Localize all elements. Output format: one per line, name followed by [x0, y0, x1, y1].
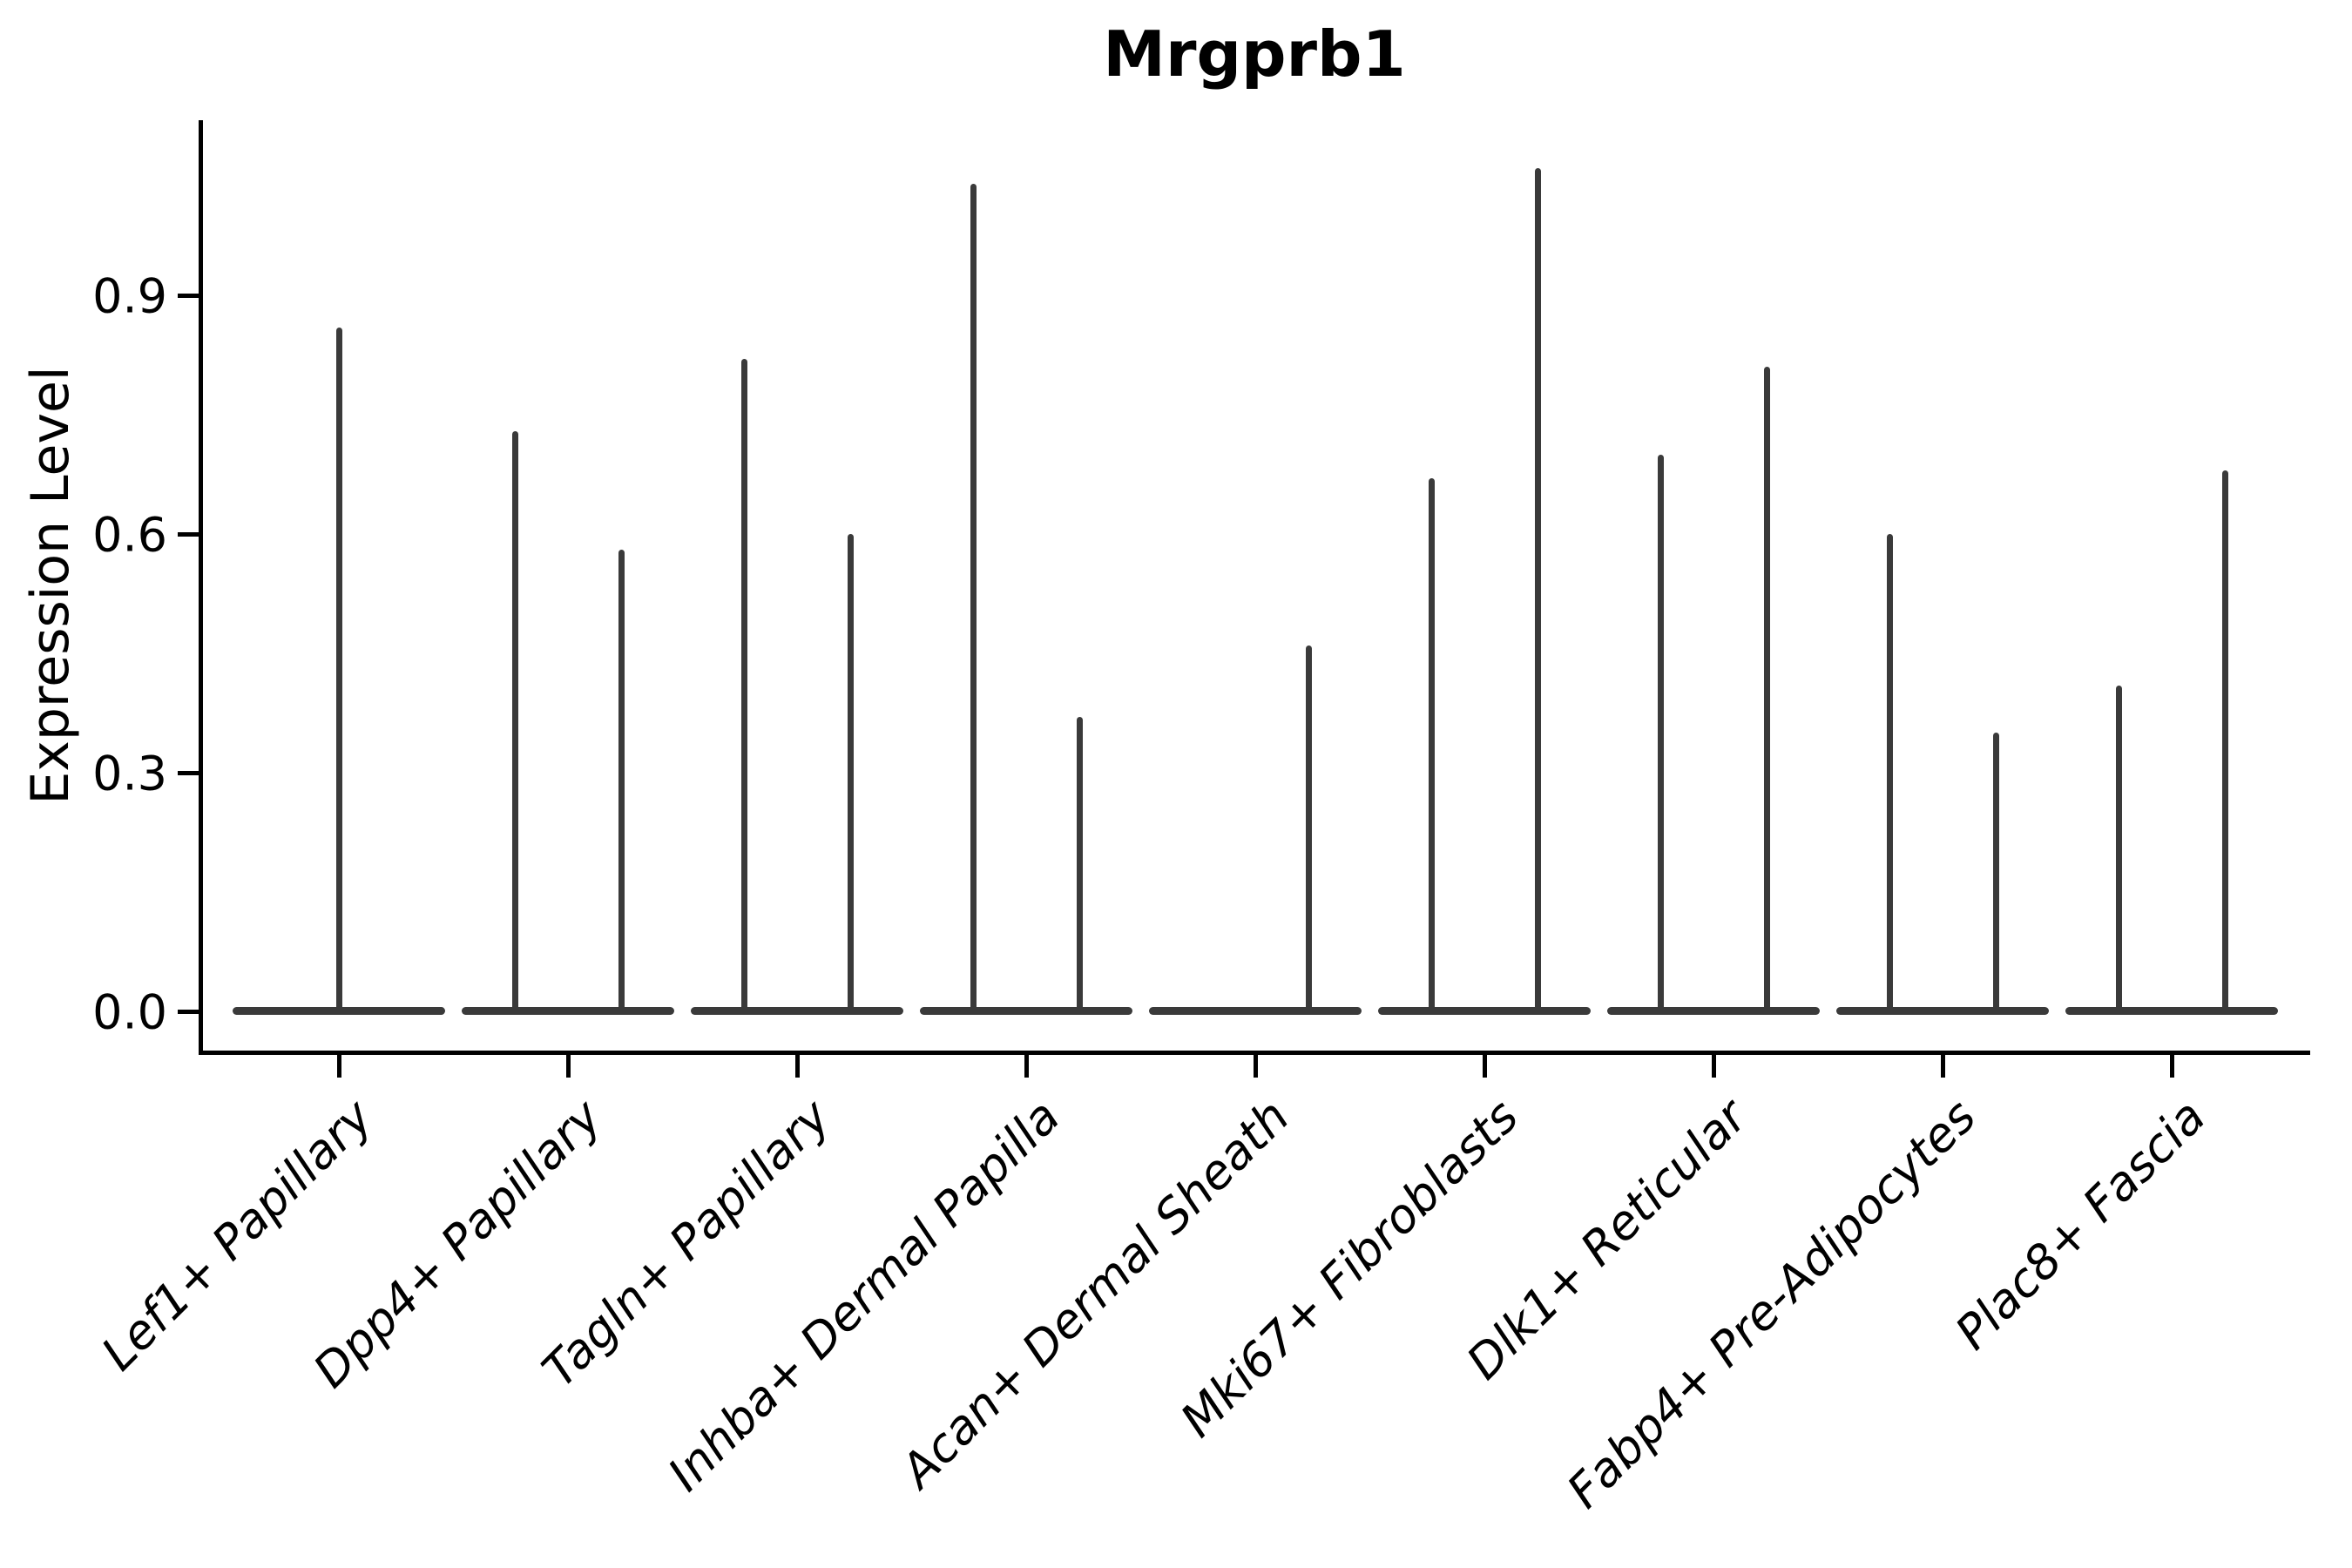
x-axis-category-label: Inhba+ Dermal Papilla [657, 1089, 1071, 1502]
violin-base [1378, 1007, 1591, 1015]
x-tick-mark [566, 1055, 571, 1078]
x-axis-category-label: Plac8+ Fascia [1944, 1089, 2216, 1361]
x-tick-mark [2170, 1055, 2174, 1078]
violin-spike [1992, 733, 1999, 1014]
violin-spike [740, 359, 747, 1014]
y-tick-label: 0.0 [92, 984, 167, 1040]
violin-base [462, 1007, 674, 1015]
x-axis-category-label: Fabp4+ Pre-Adipocytes [1557, 1089, 1987, 1519]
chart-title: Mrgprb1 [1103, 17, 1406, 91]
violin-spike [1886, 534, 1893, 1014]
violin-spike [335, 327, 342, 1014]
y-axis-label: Expression Level [20, 366, 81, 805]
x-axis-category-label: Acan+ Dermal Sheath [889, 1089, 1300, 1498]
y-tick-label: 0.6 [92, 507, 167, 563]
violin-base [1149, 1007, 1362, 1015]
y-tick-label: 0.9 [92, 268, 167, 324]
x-tick-mark [795, 1055, 800, 1078]
x-tick-mark [1483, 1055, 1487, 1078]
y-tick-mark [178, 771, 200, 776]
y-tick-mark [178, 1010, 200, 1014]
violin-base [1607, 1007, 1820, 1015]
violin-spike [970, 184, 977, 1014]
violin-spike [2221, 470, 2228, 1014]
violin-spike [1076, 717, 1083, 1014]
violin-base [2065, 1007, 2278, 1015]
violin-spike [618, 550, 625, 1014]
x-axis-spine [199, 1051, 2310, 1055]
violin-spike [1763, 367, 1770, 1014]
violin-spike [511, 430, 518, 1014]
violin-base [691, 1007, 903, 1015]
violin-spike [1428, 478, 1435, 1014]
y-axis-spine [199, 120, 203, 1055]
x-tick-mark [1024, 1055, 1029, 1078]
violin-spike [1657, 454, 1664, 1014]
x-tick-mark [1712, 1055, 1716, 1078]
x-tick-mark [1254, 1055, 1258, 1078]
x-tick-mark [337, 1055, 341, 1078]
violin-spike [1305, 645, 1312, 1014]
violin-spike [847, 534, 854, 1014]
violin-base [920, 1007, 1132, 1015]
violin-base [1836, 1007, 2049, 1015]
violin-spike [2115, 685, 2122, 1014]
y-tick-label: 0.3 [92, 746, 167, 801]
y-tick-mark [178, 294, 200, 299]
violin-spike [1534, 168, 1541, 1014]
x-tick-mark [1941, 1055, 1945, 1078]
y-tick-mark [178, 532, 200, 537]
